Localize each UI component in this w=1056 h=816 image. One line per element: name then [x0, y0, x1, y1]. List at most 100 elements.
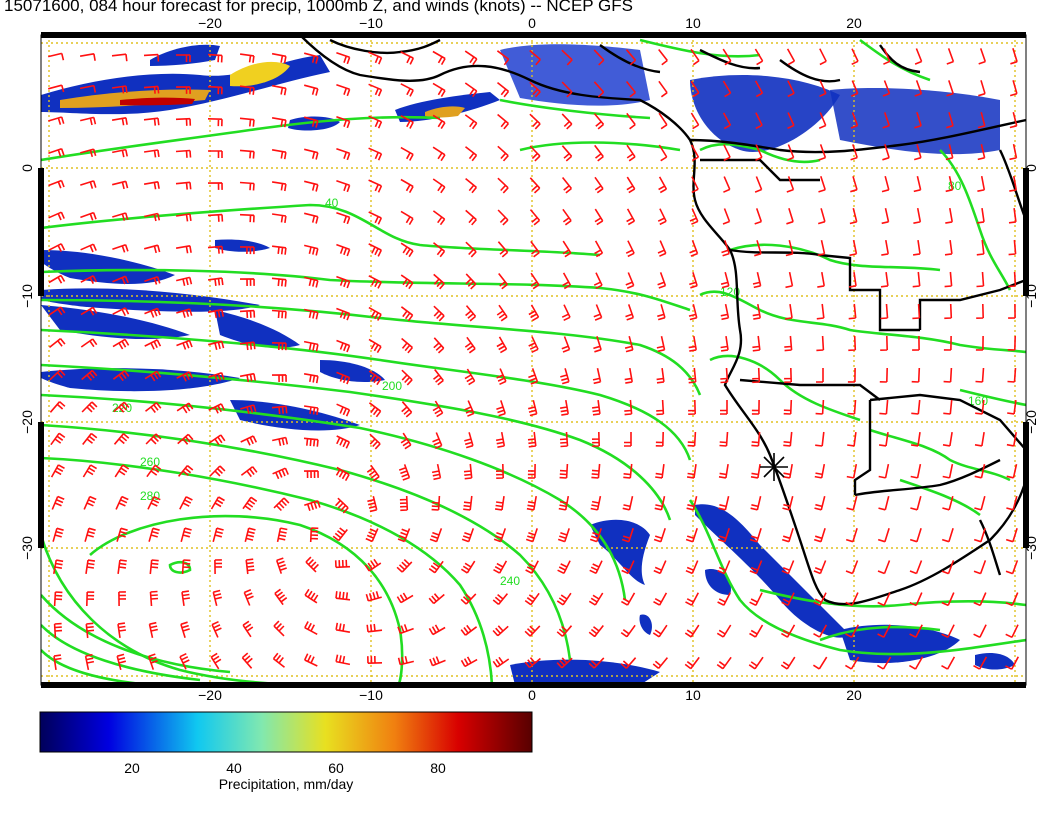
- wind-barb: [624, 432, 632, 447]
- wind-barb: [1006, 495, 1018, 511]
- wind-barb: [558, 495, 570, 511]
- wind-barb: [432, 432, 443, 449]
- wind-barb: [493, 560, 508, 574]
- wind-barb: [877, 560, 891, 575]
- wind-barb: [207, 118, 223, 127]
- wind-barb: [881, 239, 889, 256]
- wind-barb: [400, 146, 414, 161]
- wind-barb: [432, 178, 446, 194]
- wind-barb: [755, 144, 763, 162]
- wind-barb: [304, 500, 321, 512]
- wind-barb: [848, 271, 857, 288]
- contour-label: 40: [325, 196, 339, 210]
- wind-barb: [239, 372, 256, 383]
- wind-barb: [432, 114, 446, 130]
- wind-barb: [720, 271, 730, 289]
- wind-barb: [974, 431, 985, 447]
- wind-barb: [492, 656, 510, 668]
- wind-barb: [116, 527, 128, 542]
- wind-barb: [111, 85, 128, 94]
- wind-barb: [945, 176, 954, 193]
- wind-barb: [722, 112, 732, 130]
- wind-barb: [819, 48, 827, 66]
- wind-barb: [851, 48, 859, 66]
- wind-barb: [529, 145, 541, 162]
- wind-barb: [975, 367, 985, 383]
- wind-barb: [397, 656, 414, 666]
- wind-barb: [239, 181, 255, 191]
- lat-label: −10: [1023, 284, 1039, 308]
- wind-barb: [943, 335, 952, 351]
- wind-barb: [944, 239, 953, 256]
- wind-barb: [336, 147, 351, 161]
- wind-barb: [720, 335, 729, 352]
- wind-barb: [652, 624, 668, 638]
- wind-barb: [207, 182, 223, 190]
- wind-barb: [368, 83, 383, 97]
- wind-barb: [207, 85, 223, 95]
- wind-barb: [368, 243, 383, 257]
- wind-barb: [878, 463, 890, 479]
- wind-barb: [48, 179, 65, 189]
- wind-barb: [591, 431, 600, 447]
- wind-barb: [782, 496, 794, 511]
- wind-barb: [720, 303, 730, 321]
- wind-barb: [529, 49, 541, 66]
- wind-barb: [303, 470, 319, 479]
- wind-barb: [654, 496, 666, 511]
- wind-barb: [561, 113, 573, 130]
- lon-label: 20: [846, 15, 862, 31]
- wind-barb: [148, 527, 160, 542]
- wind-barb: [818, 176, 826, 193]
- wind-barb: [528, 304, 540, 322]
- lat-label: −20: [1023, 410, 1039, 434]
- wind-barb: [304, 180, 319, 192]
- wind-barb: [973, 528, 986, 543]
- wind-barb: [239, 309, 256, 319]
- wind-barb: [309, 527, 319, 543]
- wind-barb: [754, 48, 764, 66]
- wind-barb: [368, 51, 383, 65]
- wind-barb: [271, 213, 287, 224]
- wind-barb: [530, 272, 540, 290]
- wind-barb: [368, 179, 383, 193]
- wind-barb: [368, 115, 383, 129]
- wind-barb: [529, 177, 541, 194]
- wind-barb: [561, 177, 573, 194]
- wind-barb: [749, 528, 762, 543]
- wind-barb: [973, 560, 987, 575]
- wind-barb: [877, 592, 891, 607]
- wind-barb: [497, 81, 510, 98]
- lon-label: −10: [359, 15, 383, 31]
- wind-barb: [144, 370, 162, 382]
- wind-barb: [272, 652, 285, 668]
- wind-barb: [594, 240, 604, 258]
- wind-barb: [175, 245, 192, 254]
- wind-barb: [785, 271, 794, 289]
- map-title: 15071600, 084 hour forecast for precip, …: [4, 0, 633, 15]
- wind-barb: [528, 336, 539, 354]
- wind-barb: [815, 431, 825, 447]
- wind-barb: [397, 528, 411, 543]
- wind-barb: [912, 271, 921, 288]
- wind-barb: [816, 335, 825, 352]
- wind-barb: [368, 211, 383, 225]
- wind-barb: [593, 336, 602, 353]
- wind-barb: [626, 144, 636, 162]
- wind-barb: [82, 432, 98, 445]
- wind-barb: [652, 657, 669, 670]
- wind-barb: [208, 371, 225, 382]
- wind-barb: [497, 113, 510, 130]
- wind-barb: [207, 213, 224, 222]
- wind-barb: [684, 656, 700, 670]
- wind-barb: [527, 463, 536, 479]
- wind-barb: [179, 496, 193, 510]
- wind-barb: [335, 466, 350, 481]
- wind-barb: [589, 528, 602, 543]
- wind-barb: [751, 431, 761, 447]
- wind-barb: [593, 272, 603, 290]
- wind-barb: [562, 208, 572, 226]
- wind-barb: [304, 308, 319, 320]
- wind-barb: [816, 303, 825, 320]
- wind-barb: [241, 652, 253, 669]
